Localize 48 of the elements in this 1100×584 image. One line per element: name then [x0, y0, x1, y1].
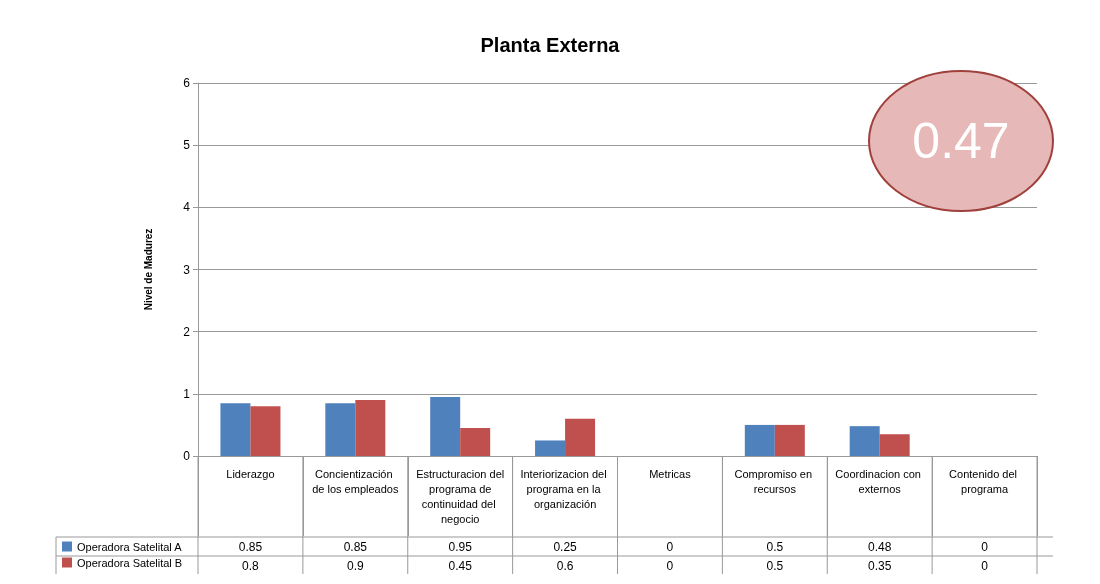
data-label: 0 [666, 540, 674, 554]
y-tick-label: 4 [183, 200, 191, 215]
annotation: 0.47 [912, 113, 1010, 169]
x-tick-label: Contenido del programa [949, 467, 1021, 495]
bar [879, 434, 910, 456]
legend-label: Operadora Satelital A [77, 540, 183, 553]
bar [430, 396, 461, 456]
y-tick-label: 2 [183, 324, 191, 339]
bar [774, 424, 805, 456]
bar [250, 406, 281, 456]
data-label: 0.8 [242, 559, 260, 573]
x-tick-label: Liderazgo [226, 467, 275, 480]
data-label: 0 [666, 559, 674, 573]
bar [220, 403, 251, 456]
data-label: 0.5 [766, 540, 784, 554]
bar [355, 400, 386, 456]
data-label: 0.45 [448, 559, 473, 573]
bar [325, 403, 356, 456]
x-tick-label: Interiorizacion del programa en la organización [520, 467, 610, 510]
x-tick-label: Estructuracion del programa de continuidad del negocio [416, 467, 505, 525]
data-label: 0.48 [868, 540, 892, 554]
bar [460, 428, 491, 456]
bar [849, 426, 880, 456]
data-label: 0.85 [343, 540, 368, 554]
x-tick-label: Metricas [649, 467, 692, 480]
data-label: 0.5 [766, 559, 784, 573]
x-tick-label: Compromiso en recursos [734, 467, 816, 495]
chart-title: Planta Externa [480, 34, 621, 56]
data-label: 0.85 [238, 540, 263, 554]
y-tick-label: 5 [183, 138, 191, 153]
y-tick-label: 1 [183, 386, 191, 401]
x-tick-label: Concientización de los empleados [312, 467, 399, 495]
y-tick-label: 6 [183, 76, 191, 90]
legend-label: Operadora Satelital B [77, 556, 183, 569]
data-label: 0.9 [346, 559, 364, 573]
bar [535, 440, 566, 456]
bar [744, 424, 775, 456]
data-label: 0.6 [556, 559, 574, 573]
y-tick-label: 0 [183, 449, 191, 463]
data-label: 0.35 [868, 559, 892, 573]
y-tick-label: 3 [183, 262, 191, 277]
y-axis-title: Nivel de Madurez [142, 228, 154, 311]
data-label: 0.25 [553, 540, 578, 554]
x-tick-label: Coordinacion con externos [835, 467, 925, 495]
data-label: 0 [981, 540, 989, 554]
data-label: 0 [981, 559, 989, 573]
data-label: 0.95 [448, 540, 473, 554]
bar [565, 418, 596, 456]
